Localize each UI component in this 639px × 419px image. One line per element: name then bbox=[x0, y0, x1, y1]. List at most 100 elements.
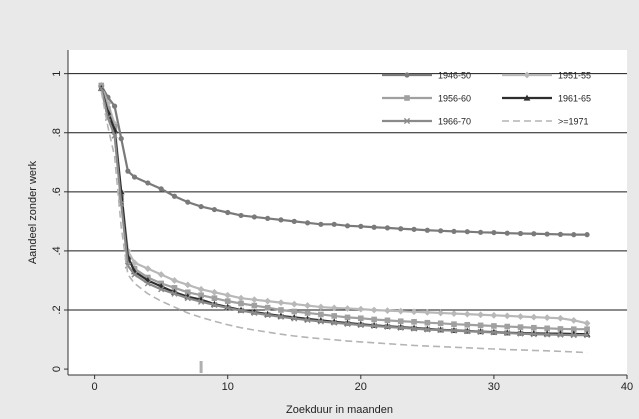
data-point bbox=[410, 325, 418, 332]
data-point bbox=[451, 228, 457, 235]
data-point bbox=[571, 232, 577, 238]
data-point bbox=[304, 316, 311, 324]
data-point bbox=[450, 310, 458, 317]
data-point bbox=[543, 314, 551, 322]
data-point bbox=[411, 319, 417, 325]
data-point bbox=[397, 324, 404, 331]
data-point bbox=[490, 329, 497, 336]
data-point bbox=[557, 331, 564, 338]
series-line bbox=[100, 84, 588, 236]
data-point bbox=[251, 309, 258, 317]
x-tick-label: 10 bbox=[222, 381, 234, 393]
x-tick-label: 40 bbox=[621, 381, 633, 393]
data-point bbox=[304, 220, 311, 226]
data-point bbox=[531, 231, 537, 237]
data-point bbox=[171, 277, 178, 284]
data-point bbox=[424, 326, 431, 333]
legend-item: 1951-55 bbox=[502, 71, 591, 81]
data-point bbox=[277, 299, 285, 307]
axes: 0.2.4.6.810 10 20 30 40 bbox=[51, 50, 633, 393]
data-point bbox=[371, 322, 378, 330]
data-point bbox=[384, 225, 391, 231]
data-point bbox=[411, 226, 417, 232]
data-point bbox=[331, 221, 337, 227]
data-point bbox=[557, 231, 564, 237]
data-point bbox=[357, 321, 364, 329]
data-point bbox=[144, 265, 152, 273]
legend-label: 1946-50 bbox=[438, 71, 471, 81]
data-point bbox=[184, 281, 192, 289]
data-point bbox=[491, 229, 497, 236]
data-point bbox=[185, 199, 191, 205]
data-point bbox=[438, 228, 444, 234]
data-point bbox=[237, 307, 245, 314]
data-point bbox=[583, 319, 591, 327]
legend-marker bbox=[403, 117, 411, 125]
legend-item: >=1971 bbox=[502, 117, 589, 127]
legend-label: 1961-65 bbox=[558, 94, 591, 104]
data-point bbox=[570, 316, 578, 324]
data-point bbox=[251, 214, 257, 220]
data-point bbox=[437, 326, 444, 334]
data-point bbox=[357, 305, 365, 313]
data-point bbox=[171, 285, 178, 291]
series-line bbox=[100, 85, 588, 331]
data-point bbox=[570, 326, 577, 333]
data-point bbox=[477, 322, 484, 329]
data-point bbox=[330, 304, 338, 312]
data-point bbox=[464, 229, 470, 235]
data-point bbox=[224, 304, 231, 312]
data-point bbox=[290, 300, 298, 308]
data-point bbox=[238, 300, 244, 307]
data-point bbox=[437, 320, 444, 327]
data-point bbox=[291, 218, 297, 224]
legend-marker bbox=[523, 71, 531, 79]
data-point bbox=[111, 103, 118, 109]
data-point bbox=[145, 180, 151, 186]
data-point bbox=[225, 209, 231, 216]
data-point bbox=[463, 310, 471, 318]
data-point bbox=[384, 307, 391, 314]
y-tick-label: .4 bbox=[51, 246, 63, 255]
data-point bbox=[224, 298, 231, 304]
data-point bbox=[517, 313, 524, 320]
data-point bbox=[464, 321, 471, 328]
data-point bbox=[304, 302, 311, 309]
data-point bbox=[317, 318, 324, 325]
data-point bbox=[264, 311, 271, 319]
data-point bbox=[291, 315, 298, 322]
data-point bbox=[451, 321, 457, 327]
series-line bbox=[100, 85, 588, 325]
series-0 bbox=[98, 82, 590, 238]
data-point bbox=[477, 328, 484, 335]
data-point bbox=[125, 168, 131, 174]
y-tick-label: .2 bbox=[51, 305, 63, 314]
data-point bbox=[398, 226, 404, 232]
data-point bbox=[424, 319, 431, 326]
data-point bbox=[503, 312, 511, 320]
data-point bbox=[491, 323, 497, 329]
legend-label: >=1971 bbox=[558, 117, 589, 127]
series-4 bbox=[98, 85, 591, 339]
data-point bbox=[490, 311, 498, 319]
data-point bbox=[184, 289, 191, 296]
data-point bbox=[384, 323, 391, 330]
data-point bbox=[477, 229, 484, 235]
data-point bbox=[158, 286, 165, 293]
data-point bbox=[584, 232, 590, 238]
data-point bbox=[423, 308, 431, 316]
data-point bbox=[211, 288, 218, 296]
data-point bbox=[131, 174, 138, 180]
data-point bbox=[291, 308, 298, 315]
y-tick-label: .8 bbox=[51, 128, 63, 137]
data-point bbox=[278, 307, 284, 313]
rug-mark bbox=[199, 361, 203, 373]
data-series bbox=[97, 82, 591, 373]
data-point bbox=[144, 280, 151, 287]
data-point bbox=[370, 306, 378, 314]
x-tick-label: 30 bbox=[488, 381, 500, 393]
legend: 1946-50 1951-55 1956-60 1961-65 1966-70 >=197… bbox=[382, 71, 591, 127]
data-point bbox=[98, 85, 105, 92]
